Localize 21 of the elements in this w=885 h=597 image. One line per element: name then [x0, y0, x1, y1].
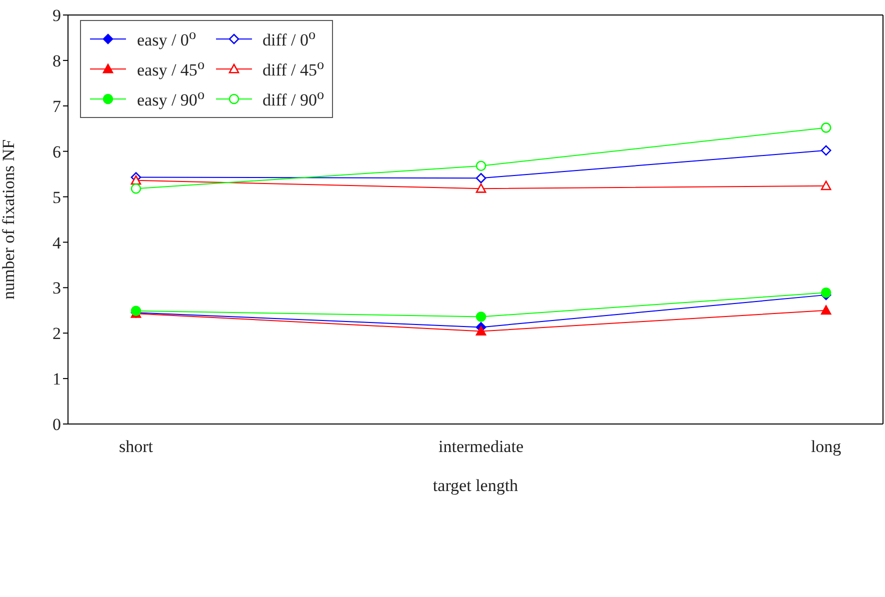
legend-label: diff / 0$^{o}$ — [262, 27, 316, 51]
y-tick-label: 2 — [52, 324, 61, 344]
y-axis-title: number of fixations NF — [0, 139, 18, 300]
y-tick-label: 3 — [52, 278, 61, 298]
x-axis-title: target length — [432, 476, 519, 495]
legend-label: diff / 45$^{o}$ — [262, 57, 324, 81]
y-tick-label: 5 — [52, 188, 61, 207]
y-tick-label: 1 — [52, 370, 61, 389]
x-tick-label: long — [810, 437, 842, 456]
y-tick-label: 7 — [52, 96, 62, 116]
legend-label: easy / 45$^{o}$ — [137, 57, 205, 81]
y-tick-label: 9 — [52, 6, 61, 26]
y-tick-label: 0 — [52, 415, 61, 434]
x-tick-label: short — [118, 437, 154, 456]
y-tick-label: 6 — [52, 142, 61, 162]
legend-label: diff / 90$^{o}$ — [262, 87, 324, 111]
x-tick-label: intermediate — [438, 437, 524, 456]
y-tick-label: 8 — [52, 51, 61, 70]
legend-label: easy / 0$^{o}$ — [137, 27, 196, 51]
y-tick-label: 4 — [52, 233, 62, 252]
legend-label: easy / 90$^{o}$ — [137, 87, 205, 111]
